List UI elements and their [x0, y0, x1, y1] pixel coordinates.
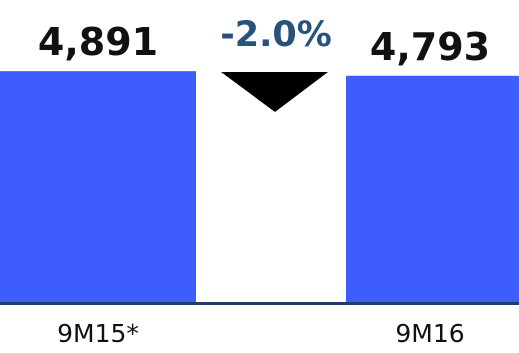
- change-percent-label: -2.0%: [220, 15, 332, 55]
- bars-group: [0, 71, 519, 302]
- down-arrow-icon: [221, 72, 328, 112]
- category-label-1: 9M15*: [57, 319, 139, 348]
- category-label-2: 9M16: [395, 319, 464, 348]
- value-label-1: 4,891: [38, 20, 158, 64]
- labels-group: 4,891 9M15* 4,793 9M16: [38, 20, 490, 348]
- bar-1: [0, 71, 196, 302]
- value-label-2: 4,793: [370, 25, 490, 69]
- bar-2: [346, 75, 519, 302]
